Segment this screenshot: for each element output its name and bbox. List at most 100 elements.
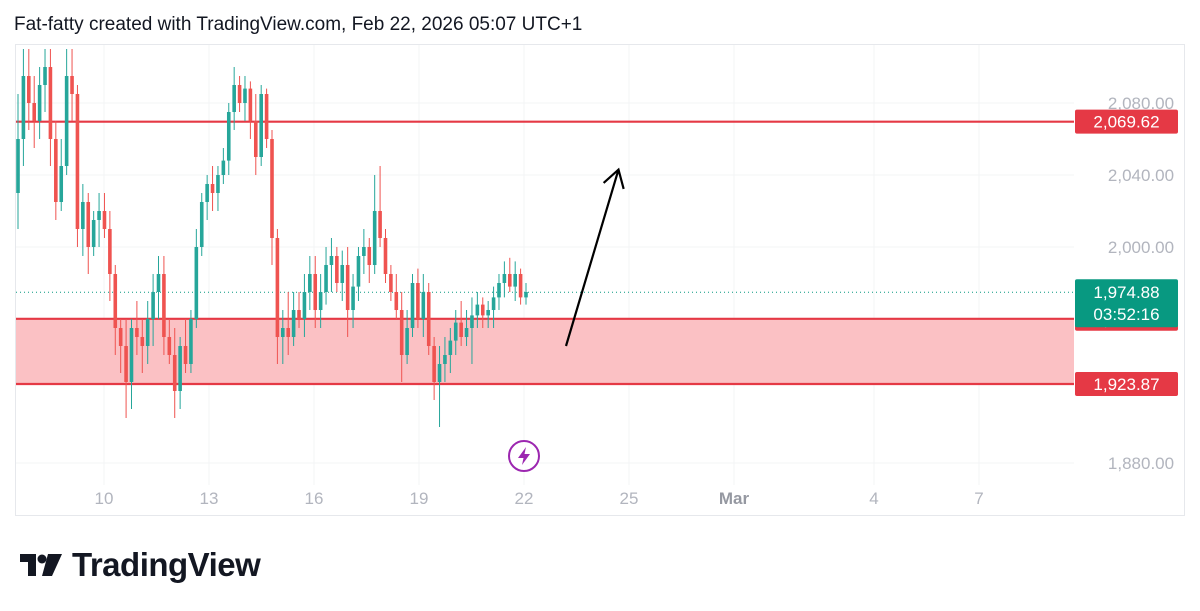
price-chart[interactable]: 2,080.00 2,040.00 2,000.00 1,880.00 10 13 16 19…: [16, 45, 1184, 515]
arrow-shaft[interactable]: [564, 169, 620, 347]
candle-body: [226, 112, 231, 161]
candle-body: [205, 184, 209, 202]
candle-body: [102, 211, 107, 229]
candle-body: [135, 328, 139, 337]
candle-body: [324, 265, 328, 292]
candle-body: [199, 202, 204, 247]
tradingview-logo[interactable]: TradingView: [18, 546, 261, 584]
candle-body: [210, 184, 215, 193]
candle-body: [232, 85, 236, 112]
candle-body: [399, 310, 404, 355]
tradingview-brand: TradingView: [72, 546, 261, 583]
chart-frame[interactable]: 2,080.00 2,040.00 2,000.00 1,880.00 10 13 16 19…: [15, 44, 1185, 516]
tradingview-logo-icon: [20, 554, 62, 576]
candle-body: [145, 319, 150, 346]
candle-body: [167, 337, 172, 355]
candle-body: [464, 328, 469, 337]
chart-credit: Fat-fatty created with TradingView.com, …: [14, 14, 583, 35]
y-axis-tick-label: 2,040.00: [1108, 166, 1174, 185]
candle-body: [362, 247, 366, 256]
candle-body: [70, 76, 74, 94]
candle-body: [486, 310, 490, 316]
candle-body: [27, 76, 31, 103]
candle-body: [162, 274, 166, 337]
candle-body: [497, 283, 501, 298]
candle-body: [253, 121, 258, 157]
candle-body: [405, 328, 409, 355]
candle-body: [459, 322, 463, 337]
candle-body: [329, 256, 334, 265]
candle-body: [108, 229, 112, 274]
candle-body: [194, 247, 199, 319]
candle-body: [502, 274, 507, 283]
candle-body: [16, 139, 20, 193]
level-price-tag[interactable]: [1075, 372, 1178, 397]
candle-body: [270, 139, 274, 238]
candle-body: [448, 340, 453, 355]
candle-body: [59, 166, 64, 202]
x-axis-tick-label: 19: [410, 489, 429, 508]
candle-body: [21, 76, 26, 139]
candle-body: [453, 322, 458, 341]
candle-body: [264, 94, 269, 139]
candle-body: [308, 274, 312, 292]
candle-body: [524, 292, 528, 298]
candle-body: [156, 274, 161, 292]
candle-body: [113, 274, 118, 328]
x-axis-tick-label: 16: [305, 489, 324, 508]
x-axis-tick-label: 25: [620, 489, 639, 508]
y-axis-tick-label: 1,880.00: [1108, 454, 1174, 473]
candle-body: [243, 88, 247, 103]
candle-body: [383, 238, 388, 274]
candle-body: [172, 355, 177, 391]
candle-body: [54, 139, 58, 202]
candle-body: [151, 292, 155, 319]
candle-body: [286, 328, 291, 337]
level-price-tag[interactable]: [1075, 109, 1178, 134]
candle-body: [43, 67, 47, 85]
candle-body: [345, 265, 350, 310]
level-price-label: 2,069.62: [1093, 113, 1159, 132]
candle-body: [221, 160, 226, 175]
candle-body: [248, 88, 253, 121]
candle-body: [389, 274, 393, 292]
candle-body: [470, 315, 474, 328]
candle-body: [81, 202, 85, 229]
x-axis-tick-label: 4: [869, 489, 878, 508]
y-axis-tick-label: 2,080.00: [1108, 94, 1174, 113]
candle-body: [297, 310, 301, 319]
x-axis-tick-label: 22: [515, 489, 534, 508]
candle-body: [86, 202, 91, 247]
candle-body: [513, 274, 517, 287]
candle-body: [48, 67, 53, 139]
candle-body: [124, 346, 128, 382]
candle-body: [475, 304, 480, 316]
candle-body: [394, 292, 399, 310]
candle-body: [32, 103, 37, 121]
x-axis-tick-label: 13: [200, 489, 219, 508]
arrow-head: [602, 167, 625, 190]
candle-body: [118, 328, 123, 346]
candle-body: [340, 265, 345, 283]
candle-body: [302, 292, 307, 319]
candle-body: [480, 304, 485, 316]
candle-body: [367, 247, 372, 265]
candle-body: [64, 76, 69, 166]
candle-body: [426, 292, 431, 346]
candle-body: [518, 274, 523, 298]
x-axis-tick-label: 7: [974, 489, 983, 508]
candle-body: [259, 94, 263, 157]
y-axis-tick-label: 2,000.00: [1108, 238, 1174, 257]
candle-body: [356, 256, 361, 287]
candle-body: [351, 286, 355, 310]
candle-body: [432, 346, 436, 382]
candle-body: [129, 328, 134, 382]
level-price-label: 1,923.87: [1093, 375, 1159, 394]
candle-body: [189, 319, 193, 364]
candle-body: [443, 355, 447, 364]
current-price-label: 1,974.88: [1093, 283, 1159, 302]
current-price-tag[interactable]: [1075, 279, 1178, 328]
candle-body: [335, 256, 339, 283]
candle-body: [318, 292, 323, 310]
candle-body: [291, 310, 296, 337]
